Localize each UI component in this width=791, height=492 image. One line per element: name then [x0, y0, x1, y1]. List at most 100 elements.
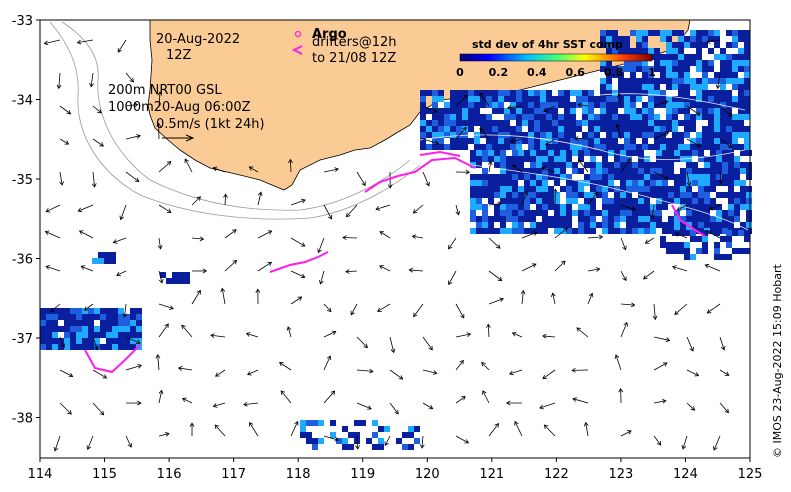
current-arrow — [620, 430, 632, 437]
sst-pixel — [500, 210, 506, 216]
sst-pixel — [470, 198, 476, 204]
sst-pixel — [548, 216, 554, 222]
sst-pixel — [366, 438, 372, 444]
sst-pixel — [504, 132, 510, 138]
sst-pixel — [714, 42, 720, 48]
current-arrow — [158, 433, 170, 437]
sst-pixel — [666, 138, 672, 144]
sst-pixel — [668, 168, 674, 174]
sst-pixel — [582, 108, 588, 114]
sst-pixel — [624, 144, 630, 150]
sst-pixel — [590, 198, 596, 204]
sst-pixel — [672, 54, 678, 60]
sst-pixel — [684, 126, 690, 132]
sst-pixel — [696, 236, 702, 242]
current-arrow — [481, 362, 490, 371]
sst-pixel — [696, 138, 702, 144]
current-arrowhead — [408, 267, 414, 273]
sst-pixel — [672, 30, 678, 36]
sst-pixel — [744, 48, 750, 54]
sst-pixel — [530, 180, 536, 186]
sst-pixel — [696, 84, 702, 90]
sst-pixel — [536, 180, 542, 186]
sst-pixel — [720, 144, 726, 150]
current-arrow — [488, 237, 501, 249]
sst-pixel — [584, 228, 590, 234]
current-arrow — [422, 171, 430, 187]
sst-pixel — [462, 90, 468, 96]
current-arrowhead — [326, 307, 332, 313]
sst-pixel — [470, 192, 476, 198]
current-arrow — [512, 164, 523, 173]
sst-pixel — [686, 162, 692, 168]
sst-pixel — [716, 150, 722, 156]
sst-pixel — [462, 102, 468, 108]
sst-pixel — [540, 144, 546, 150]
sst-pixel — [136, 314, 142, 320]
sst-pixel — [602, 168, 608, 174]
sst-pixel — [426, 120, 432, 126]
sst-pixel — [606, 102, 612, 108]
sst-pixel — [726, 126, 732, 132]
sst-pixel — [722, 168, 728, 174]
sst-pixel — [378, 438, 384, 444]
current-arrowhead — [460, 313, 465, 319]
current-arrow — [384, 435, 391, 446]
current-arrow — [620, 237, 627, 250]
sst-pixel — [666, 78, 672, 84]
sst-pixel — [606, 84, 612, 90]
current-arrowhead — [713, 446, 718, 451]
current-arrow — [422, 402, 433, 410]
sst-pixel — [704, 216, 710, 222]
current-arrow — [158, 161, 172, 173]
sst-pixel — [528, 144, 534, 150]
current-arrow — [323, 355, 331, 371]
sst-pixel — [566, 216, 572, 222]
sst-pixel — [488, 150, 494, 156]
sst-pixel — [528, 102, 534, 108]
sst-pixel — [734, 198, 740, 204]
sst-pixel — [510, 126, 516, 132]
sst-pixel — [450, 144, 456, 150]
sst-pixel — [740, 222, 746, 228]
sst-pixel — [450, 90, 456, 96]
sst-pixel — [644, 228, 650, 234]
sst-pixel — [510, 114, 516, 120]
sst-pixel — [600, 114, 606, 120]
sst-pixel — [420, 90, 426, 96]
sst-pixel — [636, 108, 642, 114]
current-arrow — [54, 435, 61, 451]
sst-pixel — [534, 90, 540, 96]
sst-pixel — [638, 198, 644, 204]
current-arrow — [320, 270, 325, 285]
current-arrowhead — [255, 288, 261, 293]
sst-pixel — [666, 30, 672, 36]
sst-pixel — [300, 432, 306, 438]
sst-pixel — [94, 314, 100, 320]
sst-pixel — [702, 42, 708, 48]
sst-pixel — [602, 174, 608, 180]
sst-pixel — [542, 150, 548, 156]
current-arrowhead — [708, 205, 714, 211]
sst-pixel — [402, 432, 408, 438]
sst-pixel — [680, 198, 686, 204]
sst-pixel — [470, 180, 476, 186]
sst-pixel — [512, 216, 518, 222]
sst-pixel — [668, 150, 674, 156]
sst-pixel — [678, 48, 684, 54]
sst-pixel — [336, 438, 342, 444]
sst-pixel — [572, 192, 578, 198]
current-arrowhead — [486, 323, 491, 328]
sst-pixel — [106, 314, 112, 320]
sst-pixel — [744, 30, 750, 36]
sst-pixel — [738, 230, 744, 236]
sst-pixel — [656, 180, 662, 186]
sst-pixel — [540, 132, 546, 138]
sst-pixel — [716, 222, 722, 228]
sst-pixel — [572, 210, 578, 216]
sst-pixel — [450, 132, 456, 138]
sst-pixel — [588, 114, 594, 120]
sst-pixel — [638, 228, 644, 234]
sst-pixel — [708, 108, 714, 114]
sst-pixel — [708, 36, 714, 42]
